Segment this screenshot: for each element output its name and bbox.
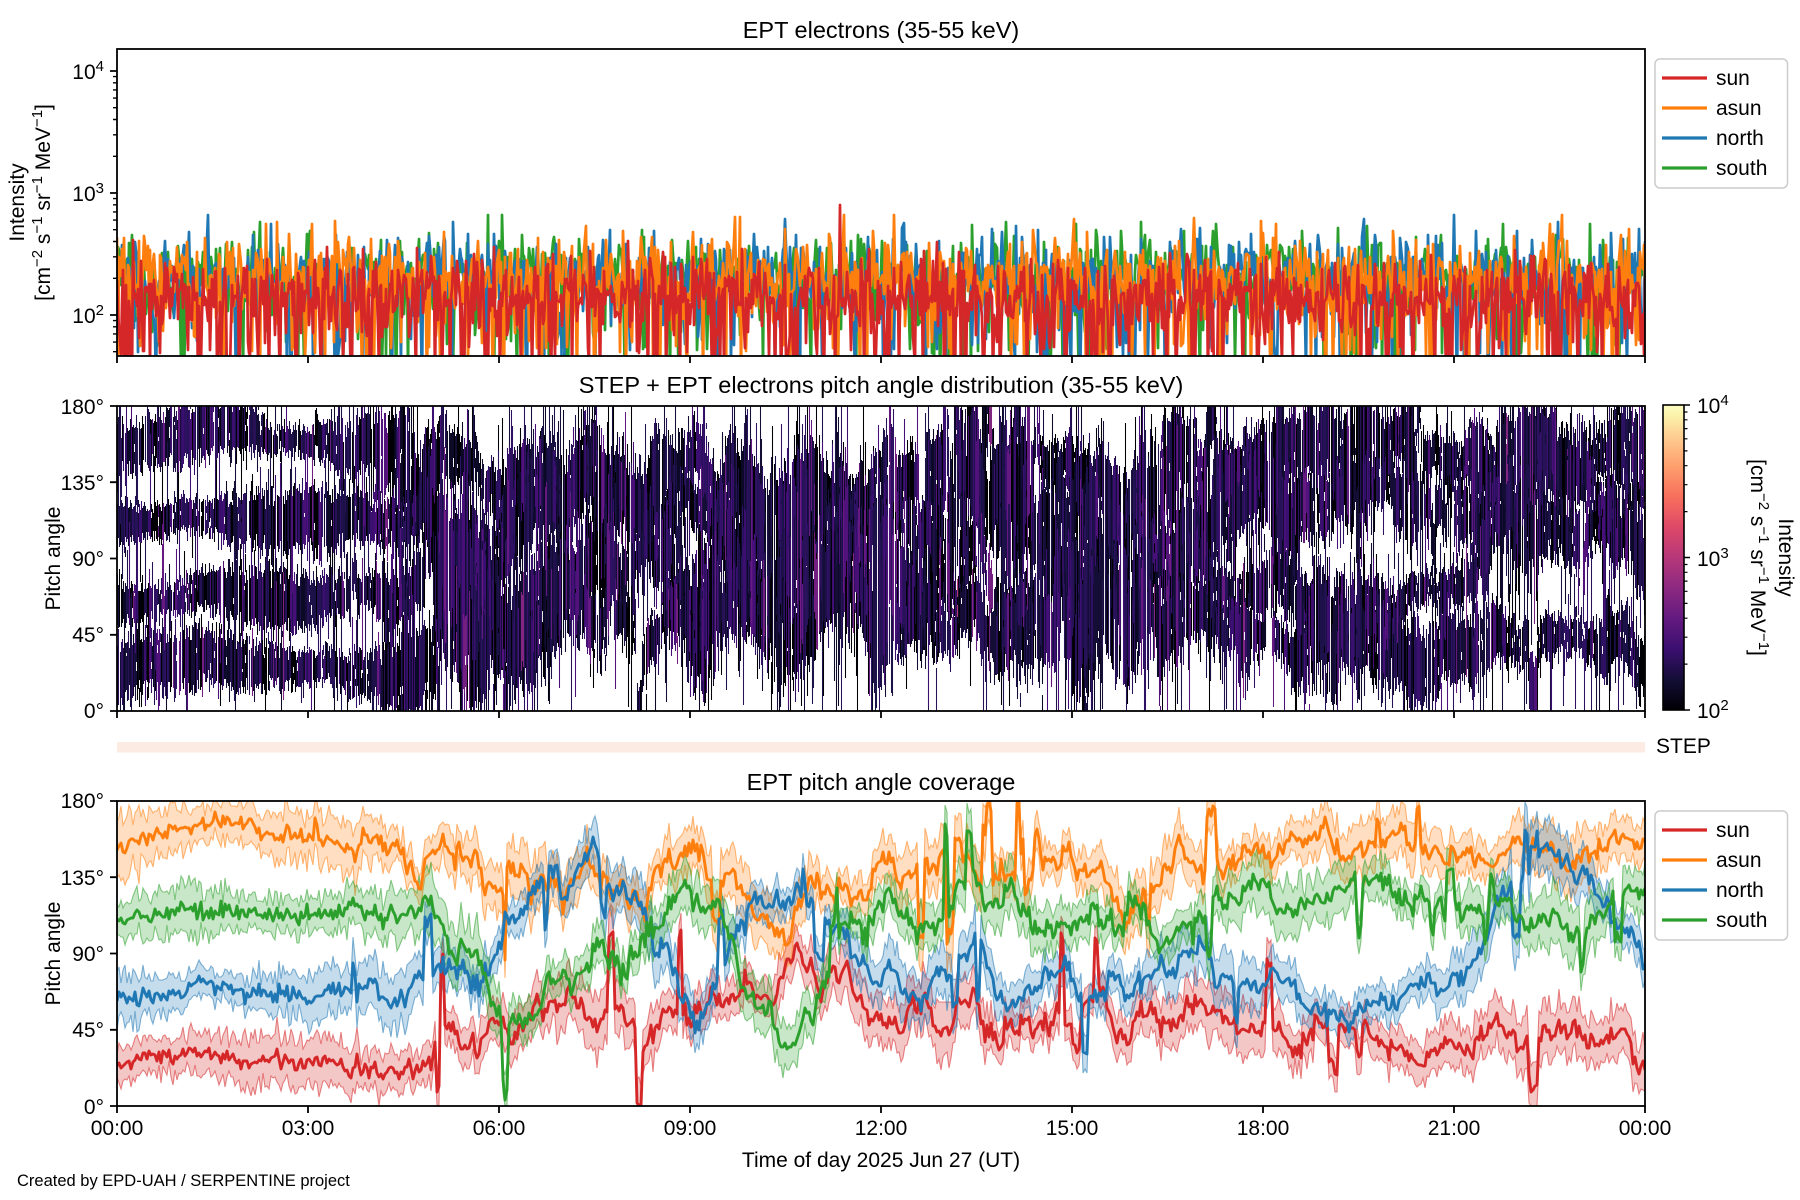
svg-text:0°: 0° [84, 700, 104, 723]
svg-text:south: south [1716, 909, 1767, 932]
svg-text:STEP + EPT electrons pitch ang: STEP + EPT electrons pitch angle distrib… [579, 372, 1184, 398]
svg-text:Pitch angle: Pitch angle [42, 507, 65, 611]
svg-text:45°: 45° [72, 1019, 104, 1042]
svg-text:south: south [1716, 157, 1767, 180]
svg-text:180°: 180° [61, 790, 104, 813]
svg-text:21:00: 21:00 [1428, 1117, 1481, 1140]
svg-text:03:00: 03:00 [282, 1117, 335, 1140]
svg-text:90°: 90° [72, 943, 104, 966]
svg-text:06:00: 06:00 [473, 1117, 526, 1140]
svg-text:asun: asun [1716, 97, 1762, 120]
svg-text:Intensity: Intensity [6, 163, 29, 242]
svg-text:STEP: STEP [1656, 735, 1711, 758]
svg-text:00:00: 00:00 [91, 1117, 144, 1140]
svg-text:Pitch angle: Pitch angle [42, 902, 65, 1006]
svg-text:18:00: 18:00 [1237, 1117, 1290, 1140]
svg-text:north: north [1716, 879, 1764, 902]
svg-text:asun: asun [1716, 849, 1762, 872]
svg-text:[cm−2 s−1 sr−1 MeV−1]: [cm−2 s−1 sr−1 MeV−1] [1746, 459, 1772, 656]
svg-text:[cm−2 s−1 sr−1 MeV−1]: [cm−2 s−1 sr−1 MeV−1] [29, 104, 55, 301]
svg-text:sun: sun [1716, 67, 1750, 90]
svg-text:135°: 135° [61, 867, 104, 890]
svg-text:0°: 0° [84, 1096, 104, 1119]
svg-text:90°: 90° [72, 548, 104, 571]
svg-text:15:00: 15:00 [1046, 1117, 1099, 1140]
svg-text:sun: sun [1716, 819, 1750, 842]
svg-text:Created by EPD-UAH / SERPENTIN: Created by EPD-UAH / SERPENTINE project [17, 1172, 350, 1190]
svg-text:102: 102 [1697, 697, 1729, 723]
svg-text:12:00: 12:00 [855, 1117, 908, 1140]
svg-text:180°: 180° [61, 396, 104, 419]
svg-text:45°: 45° [72, 624, 104, 647]
svg-text:EPT pitch angle coverage: EPT pitch angle coverage [747, 769, 1016, 795]
svg-text:135°: 135° [61, 472, 104, 495]
svg-text:09:00: 09:00 [664, 1117, 717, 1140]
svg-text:Time of day 2025 Jun 27 (UT): Time of day 2025 Jun 27 (UT) [742, 1149, 1020, 1172]
svg-text:north: north [1716, 127, 1764, 150]
svg-text:00:00: 00:00 [1619, 1117, 1672, 1140]
svg-text:EPT electrons (35-55 keV): EPT electrons (35-55 keV) [743, 17, 1019, 43]
svg-text:Intensity: Intensity [1774, 518, 1797, 597]
